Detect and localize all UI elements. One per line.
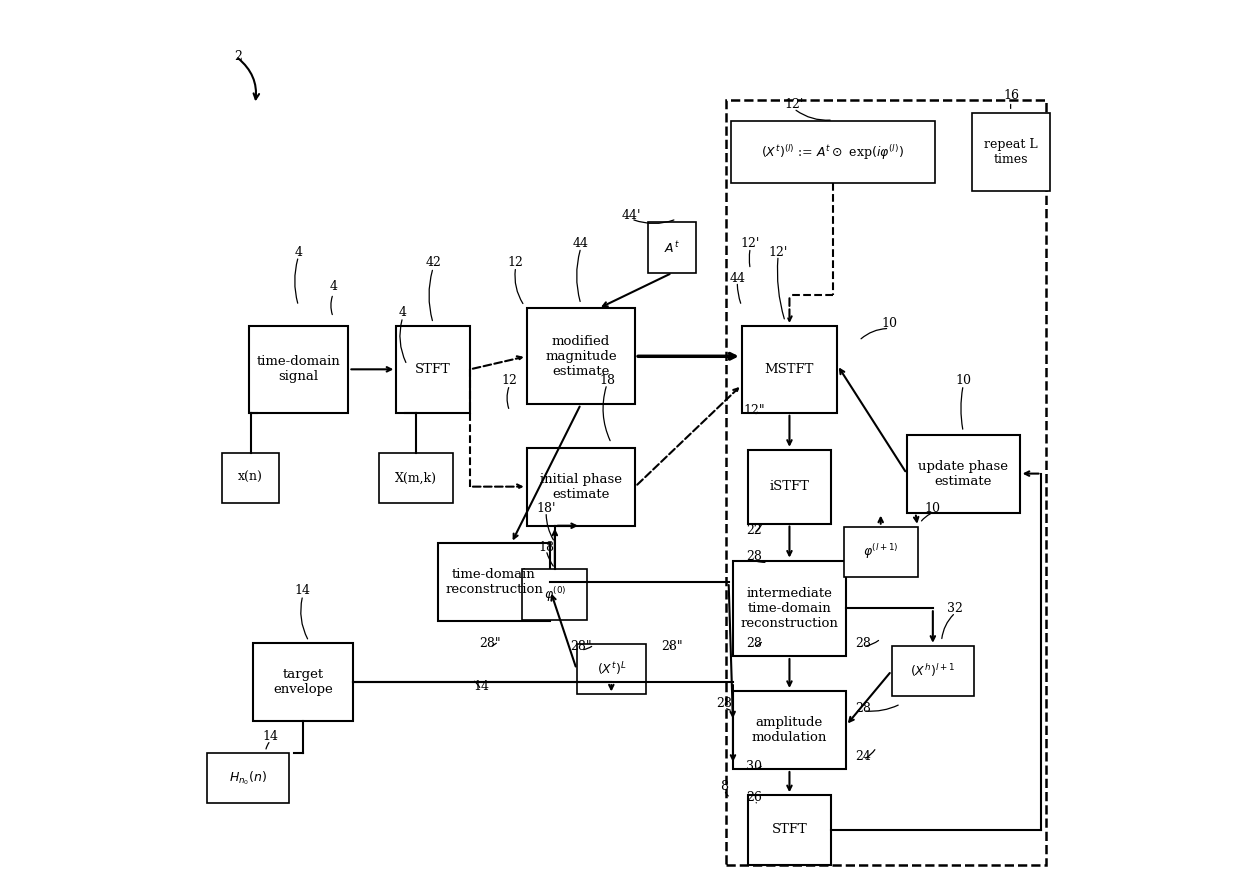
Text: amplitude
modulation: amplitude modulation <box>751 716 827 744</box>
FancyBboxPatch shape <box>522 569 588 620</box>
FancyBboxPatch shape <box>892 646 975 696</box>
FancyBboxPatch shape <box>649 222 696 273</box>
Text: 32: 32 <box>947 602 963 614</box>
Text: 18: 18 <box>538 541 554 554</box>
Text: modified
magnitude
estimate: modified magnitude estimate <box>546 335 616 378</box>
Text: intermediate
time-domain
reconstruction: intermediate time-domain reconstruction <box>740 587 838 630</box>
FancyBboxPatch shape <box>527 308 635 404</box>
Text: initial phase
estimate: initial phase estimate <box>539 473 622 501</box>
Text: 18': 18' <box>537 502 556 514</box>
Text: $(X^t)^L$: $(X^t)^L$ <box>596 660 626 678</box>
Text: 4: 4 <box>330 281 337 293</box>
Text: 44: 44 <box>573 237 589 249</box>
Text: iSTFT: iSTFT <box>770 481 810 493</box>
Text: 12': 12' <box>784 98 804 110</box>
FancyBboxPatch shape <box>248 326 348 413</box>
FancyBboxPatch shape <box>742 326 837 413</box>
Text: $H_{n_0}(n)$: $H_{n_0}(n)$ <box>229 769 267 786</box>
Text: 28: 28 <box>746 550 761 562</box>
Text: $(X^h)^{l+1}$: $(X^h)^{l+1}$ <box>910 662 955 680</box>
Text: STFT: STFT <box>771 824 807 836</box>
Text: 12': 12' <box>769 246 787 258</box>
Text: time-domain
reconstruction: time-domain reconstruction <box>445 568 543 596</box>
Text: 28": 28" <box>661 640 683 653</box>
FancyBboxPatch shape <box>527 448 635 526</box>
Text: $(X^t)^{(l)}$ := $A^t \odot$ exp$(i\varphi^{(l)})$: $(X^t)^{(l)}$ := $A^t \odot$ exp$(i\varp… <box>761 143 904 162</box>
Text: 30: 30 <box>745 760 761 773</box>
Text: 44: 44 <box>729 272 745 284</box>
Text: 10: 10 <box>955 375 971 387</box>
Text: 28: 28 <box>856 637 872 649</box>
Text: 10: 10 <box>925 502 941 514</box>
Text: 12": 12" <box>743 404 765 416</box>
Text: repeat L
times: repeat L times <box>985 138 1038 166</box>
Text: 8: 8 <box>720 780 728 793</box>
Text: 44': 44' <box>621 209 641 222</box>
FancyBboxPatch shape <box>207 753 289 803</box>
Text: $\varphi^{(l+1)}$: $\varphi^{(l+1)}$ <box>863 542 899 561</box>
Text: 12': 12' <box>740 237 760 249</box>
FancyBboxPatch shape <box>577 644 646 694</box>
Text: 14: 14 <box>472 680 489 693</box>
Text: 28": 28" <box>479 637 501 649</box>
FancyBboxPatch shape <box>972 113 1050 191</box>
Text: x(n): x(n) <box>238 472 263 484</box>
Text: 12: 12 <box>508 256 523 269</box>
FancyBboxPatch shape <box>733 561 846 656</box>
FancyBboxPatch shape <box>748 450 831 523</box>
Text: 4: 4 <box>294 246 303 258</box>
Text: target
envelope: target envelope <box>273 668 332 696</box>
FancyBboxPatch shape <box>730 121 935 183</box>
Text: X(m,k): X(m,k) <box>394 472 436 484</box>
FancyBboxPatch shape <box>253 643 353 721</box>
FancyBboxPatch shape <box>906 434 1019 513</box>
Text: 2: 2 <box>233 50 242 63</box>
Text: STFT: STFT <box>415 363 451 375</box>
Text: 26: 26 <box>746 792 761 804</box>
Text: $A^t$: $A^t$ <box>665 240 680 255</box>
FancyBboxPatch shape <box>222 453 279 503</box>
FancyBboxPatch shape <box>748 795 831 865</box>
Text: 28: 28 <box>746 637 761 649</box>
Text: 42: 42 <box>425 256 441 269</box>
Text: 28": 28" <box>570 640 591 653</box>
Text: MSTFT: MSTFT <box>765 363 815 375</box>
Text: 10: 10 <box>882 317 898 329</box>
FancyBboxPatch shape <box>843 527 918 577</box>
FancyBboxPatch shape <box>397 326 470 413</box>
Text: 4: 4 <box>399 307 407 319</box>
Text: 14: 14 <box>263 731 279 743</box>
Text: 22: 22 <box>746 524 761 536</box>
Text: 16: 16 <box>1003 90 1019 102</box>
Text: time-domain
signal: time-domain signal <box>257 355 340 383</box>
Text: 18: 18 <box>599 375 615 387</box>
Text: 28: 28 <box>856 702 872 714</box>
Text: 14: 14 <box>295 585 311 597</box>
FancyBboxPatch shape <box>379 453 453 503</box>
FancyBboxPatch shape <box>438 543 551 621</box>
FancyBboxPatch shape <box>733 691 846 769</box>
Text: 28: 28 <box>717 698 732 710</box>
Text: update phase
estimate: update phase estimate <box>919 460 1008 488</box>
Text: 12: 12 <box>502 375 517 387</box>
Text: 24: 24 <box>856 750 872 762</box>
Text: $\varphi^{(0)}$: $\varphi^{(0)}$ <box>543 585 567 604</box>
